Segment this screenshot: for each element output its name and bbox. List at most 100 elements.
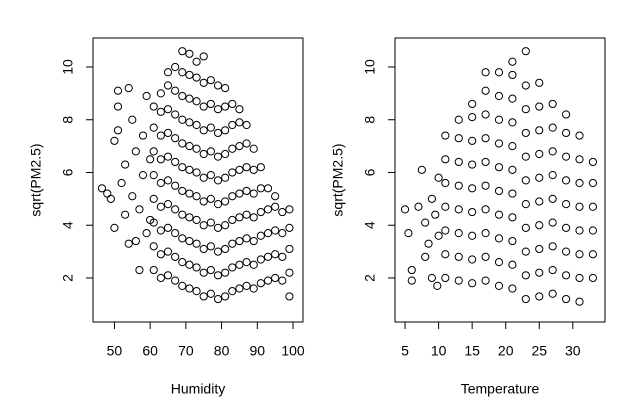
point — [508, 236, 517, 246]
y-tick-label: 10 — [362, 59, 378, 75]
point — [228, 192, 237, 201]
x-tick-label: 10 — [431, 343, 447, 359]
point — [249, 213, 258, 222]
point — [199, 78, 208, 87]
point — [285, 292, 294, 301]
point — [494, 234, 504, 243]
point — [285, 223, 294, 232]
point — [561, 176, 571, 185]
point — [178, 68, 187, 77]
point — [548, 194, 557, 203]
point — [121, 160, 130, 169]
point — [235, 260, 244, 269]
point — [171, 229, 180, 238]
point — [561, 247, 571, 256]
point — [192, 263, 201, 272]
point — [163, 176, 173, 185]
y-tick-label: 6 — [362, 168, 378, 176]
point — [441, 155, 450, 164]
point — [213, 152, 223, 161]
point — [535, 221, 544, 230]
point — [468, 99, 477, 109]
point — [468, 113, 477, 122]
point — [249, 189, 258, 198]
point — [156, 250, 165, 259]
point — [199, 173, 208, 182]
point — [156, 273, 165, 283]
point — [192, 144, 201, 153]
point — [106, 194, 115, 203]
point — [561, 152, 571, 161]
point — [113, 86, 123, 95]
point — [535, 149, 544, 159]
point — [508, 189, 517, 198]
point — [163, 105, 173, 114]
point — [185, 165, 194, 174]
point — [128, 115, 137, 124]
point — [548, 265, 557, 275]
point — [256, 255, 265, 264]
point — [124, 84, 133, 93]
point — [235, 142, 244, 151]
point — [421, 252, 430, 261]
point — [206, 289, 215, 298]
x-tick-label: 60 — [142, 343, 158, 359]
point — [561, 110, 571, 119]
point — [192, 120, 201, 130]
point — [113, 126, 123, 135]
point — [185, 284, 194, 293]
point — [221, 268, 230, 277]
point — [441, 273, 450, 283]
point — [481, 68, 490, 77]
point — [561, 294, 571, 304]
point — [178, 91, 187, 101]
point — [213, 128, 223, 138]
point — [407, 265, 416, 275]
point — [138, 131, 148, 140]
y-axis-label: sqrt(PM2.5) — [330, 143, 346, 216]
point — [228, 263, 237, 272]
point — [521, 152, 530, 161]
point — [178, 234, 187, 243]
y-tick-label: 2 — [60, 274, 76, 282]
point — [494, 91, 504, 101]
point — [242, 234, 251, 243]
point — [454, 205, 463, 214]
point — [121, 210, 130, 219]
point — [481, 157, 490, 167]
point — [228, 239, 237, 248]
point — [494, 281, 504, 290]
point — [441, 250, 450, 259]
point — [142, 229, 151, 238]
point — [454, 181, 463, 190]
point — [235, 118, 244, 127]
point — [206, 242, 215, 251]
point — [535, 244, 544, 254]
point — [242, 210, 251, 219]
point — [178, 163, 187, 172]
point — [521, 81, 530, 90]
point — [508, 57, 517, 66]
point — [185, 49, 194, 58]
point — [206, 147, 215, 156]
point — [228, 99, 237, 109]
point — [575, 178, 584, 188]
x-axis-label: Temperature — [461, 381, 540, 397]
point — [131, 236, 140, 246]
point — [454, 252, 463, 261]
point — [441, 178, 450, 188]
point — [256, 279, 265, 288]
point — [97, 184, 107, 193]
point — [178, 258, 187, 267]
point — [548, 147, 557, 156]
x-tick-label: 30 — [565, 343, 581, 359]
point — [206, 99, 215, 109]
point — [588, 250, 598, 259]
point — [588, 178, 598, 188]
point — [271, 226, 280, 235]
point — [434, 173, 443, 182]
point — [521, 47, 530, 56]
point — [156, 107, 165, 116]
point — [263, 205, 273, 214]
point — [454, 157, 463, 167]
